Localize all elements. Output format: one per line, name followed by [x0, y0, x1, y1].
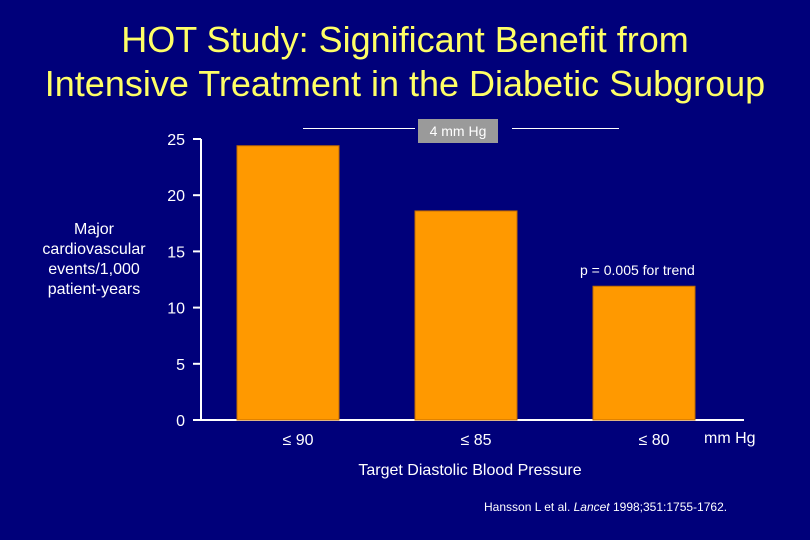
bar — [414, 210, 518, 421]
y-tick-label: 25 — [167, 132, 185, 149]
y-axis-label-line: patient-years — [47, 281, 141, 298]
y-tick-label: 20 — [167, 188, 185, 205]
x-tick-label: ≤ 90 — [282, 432, 313, 449]
citation: Hansson L et al. Lancet 1998;351:1755-17… — [484, 500, 727, 514]
y-tick-label: 15 — [167, 244, 185, 261]
p-trend-label: p = 0.005 for trend — [580, 262, 695, 278]
citation-authors: Hansson L et al. — [484, 500, 574, 514]
citation-journal: Lancet — [573, 500, 610, 514]
chart-title: HOT Study: Significant Benefit from Inte… — [0, 18, 810, 106]
x-axis-unit: mm Hg — [704, 430, 756, 447]
citation-details: 1998;351:1755-1762. — [609, 500, 728, 514]
y-axis-label-line: Major — [73, 221, 114, 238]
annotation-line-right — [512, 128, 619, 129]
title-line-2: Intensive Treatment in the Diabetic Subg… — [44, 63, 766, 104]
x-tick-label: ≤ 85 — [460, 432, 491, 449]
x-axis-label: Target Diastolic Blood Pressure — [358, 462, 582, 479]
y-axis-label-line: events/1,000 — [48, 261, 140, 278]
x-tick-label: ≤ 80 — [638, 432, 669, 449]
y-tick-label: 5 — [176, 357, 185, 374]
annotation-line-left — [303, 128, 415, 129]
y-axis-label: Major cardiovascular events/1,000 patien… — [28, 220, 160, 300]
title-line-1: HOT Study: Significant Benefit from — [121, 19, 689, 60]
bar — [236, 145, 340, 421]
y-axis-label-line: cardiovascular — [42, 241, 146, 258]
annotation-4mmhg: 4 mm Hg — [418, 119, 498, 143]
y-tick-label: 10 — [167, 301, 185, 318]
bar — [592, 285, 696, 421]
y-tick-label: 0 — [176, 413, 185, 430]
